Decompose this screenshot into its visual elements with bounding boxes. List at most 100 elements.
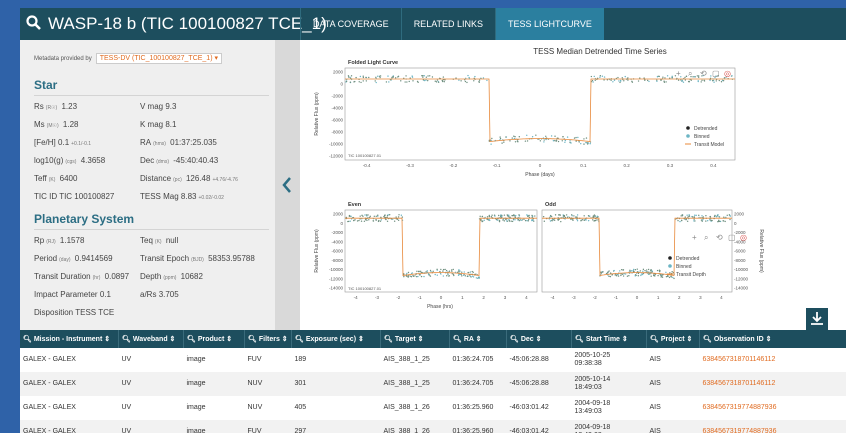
column-header[interactable]: 🔍︎ Exposure (sec) ⇕: [291, 330, 381, 348]
scatter-dot: [633, 268, 635, 271]
x-tick-label: 0: [539, 163, 542, 168]
column-header[interactable]: 🔍︎ Mission - Instrument ⇕: [20, 330, 119, 348]
column-header[interactable]: 🔍︎ Filters ⇕: [244, 330, 292, 348]
field-unit: (M☉): [46, 123, 59, 129]
scatter-dot: [524, 140, 527, 142]
collapse-toggle[interactable]: [275, 40, 300, 330]
scatter-dot: [564, 139, 567, 142]
scatter-dot: [552, 140, 555, 142]
scatter-dot: [620, 273, 622, 275]
scatter-dot: [366, 219, 368, 222]
scatter-dot: [656, 269, 659, 272]
cell: AIS_388_1_25: [383, 356, 430, 363]
column-header[interactable]: 🔍︎ Product ⇕: [183, 330, 245, 348]
scatter-dot: [474, 75, 476, 78]
y-tick-label: -2000: [734, 230, 746, 235]
scatter-dot: [575, 136, 577, 139]
x-tick-label: 0.1: [580, 163, 587, 168]
x-tick-label: -2: [396, 295, 400, 300]
scatter-dot: [422, 79, 425, 81]
download-button[interactable]: [806, 308, 828, 330]
scatter-dot: [580, 142, 582, 145]
scatter-dot: [407, 276, 409, 278]
scatter-dot: [506, 220, 508, 222]
y-tick-label: 2000: [333, 212, 344, 217]
column-header[interactable]: 🔍︎ Observation ID ⇕: [699, 330, 846, 348]
scatter-dot: [362, 75, 364, 77]
column-header[interactable]: 🔍︎ RA ⇕: [449, 330, 507, 348]
scatter-dot: [408, 275, 410, 277]
scatter-dot: [623, 273, 625, 275]
column-header[interactable]: 🔍︎ Waveband ⇕: [118, 330, 184, 348]
scatter-dot: [513, 214, 515, 217]
scatter-dot: [364, 219, 367, 221]
column-header[interactable]: 🔍︎ Target ⇕: [380, 330, 450, 348]
y-tick-label: -6000: [331, 249, 343, 254]
field-label: RA: [140, 138, 152, 147]
scatter-dot: [510, 220, 512, 222]
scatter-dot: [436, 268, 438, 271]
scatter-dot: [576, 214, 579, 216]
scatter-dot: [660, 274, 663, 276]
scatter-dot: [508, 214, 510, 216]
y-tick-label: -10000: [329, 142, 344, 147]
scatter-dot: [480, 219, 482, 222]
scatter-dot: [551, 220, 553, 222]
panel-title: Even: [348, 202, 362, 208]
scatter-dot: [692, 76, 694, 78]
scatter-dot: [431, 76, 434, 78]
column-name: Waveband: [132, 336, 168, 343]
scatter-dot: [475, 273, 477, 275]
scatter-dot: [565, 214, 568, 216]
scatter-dot: [481, 220, 484, 222]
scatter-dot: [508, 220, 511, 222]
x-tick-label: -0.4: [363, 163, 371, 168]
scatter-dot: [717, 75, 719, 77]
y-label: Relative Flux (ppm): [758, 229, 764, 273]
cell: image: [183, 420, 245, 433]
toolbar-icon: +: [692, 233, 697, 242]
scatter-dot: [345, 79, 348, 81]
provider-dropdown[interactable]: TESS-DV (TIC_100100827_TCE_1) ▾: [95, 53, 223, 64]
scatter-dot: [693, 218, 695, 220]
scatter-dot: [636, 271, 639, 273]
scatter-dot: [612, 81, 614, 83]
scatter-dot: [391, 76, 394, 78]
scatter-dot: [709, 216, 711, 218]
scatter-dot: [627, 79, 629, 81]
tab[interactable]: RELATED LINKS: [400, 8, 495, 40]
provider: Metadata provided by TESS-DV (TIC_1001008…: [34, 53, 223, 64]
scatter-dot: [710, 75, 712, 77]
toolbar-icon: ⟲: [716, 233, 723, 242]
scatter-dot: [634, 269, 637, 271]
scatter-dot: [668, 276, 671, 279]
scatter-dot: [467, 74, 469, 77]
scatter-dot: [488, 214, 490, 217]
row: GALEX - GALEX UV image NUV 405 AIS_388_1_26 01…: [20, 396, 846, 420]
scatter-dot: [387, 214, 389, 216]
scatter-dot: [463, 271, 465, 273]
toolbar-icon: ◎: [724, 69, 731, 78]
column-header[interactable]: 🔍︎ Start Time ⇕: [571, 330, 647, 348]
scatter-dot: [564, 218, 566, 220]
scatter-dot: [437, 81, 440, 83]
tab[interactable]: DATA COVERAGE: [300, 8, 401, 40]
scatter-dot: [363, 220, 366, 222]
field-value: null: [165, 236, 179, 245]
column-header[interactable]: 🔍︎ Project ⇕: [646, 330, 700, 348]
scatter-dot: [558, 214, 560, 216]
tab[interactable]: TESS LIGHTCURVE: [495, 8, 604, 40]
y-tick-label: -10000: [329, 267, 344, 272]
scatter-dot: [425, 79, 427, 81]
cell: image: [183, 372, 245, 396]
scatter-dot: [684, 79, 687, 81]
scatter-dot: [526, 140, 529, 142]
scatter-dot: [467, 275, 469, 277]
scatter-dot: [512, 214, 514, 217]
scatter-dot: [488, 218, 490, 221]
scatter-dot: [656, 76, 659, 78]
scatter-dot: [375, 219, 378, 221]
scatter-dot: [666, 275, 669, 277]
scatter-dot: [459, 270, 461, 272]
column-header[interactable]: 🔍︎ Dec ⇕: [506, 330, 572, 348]
